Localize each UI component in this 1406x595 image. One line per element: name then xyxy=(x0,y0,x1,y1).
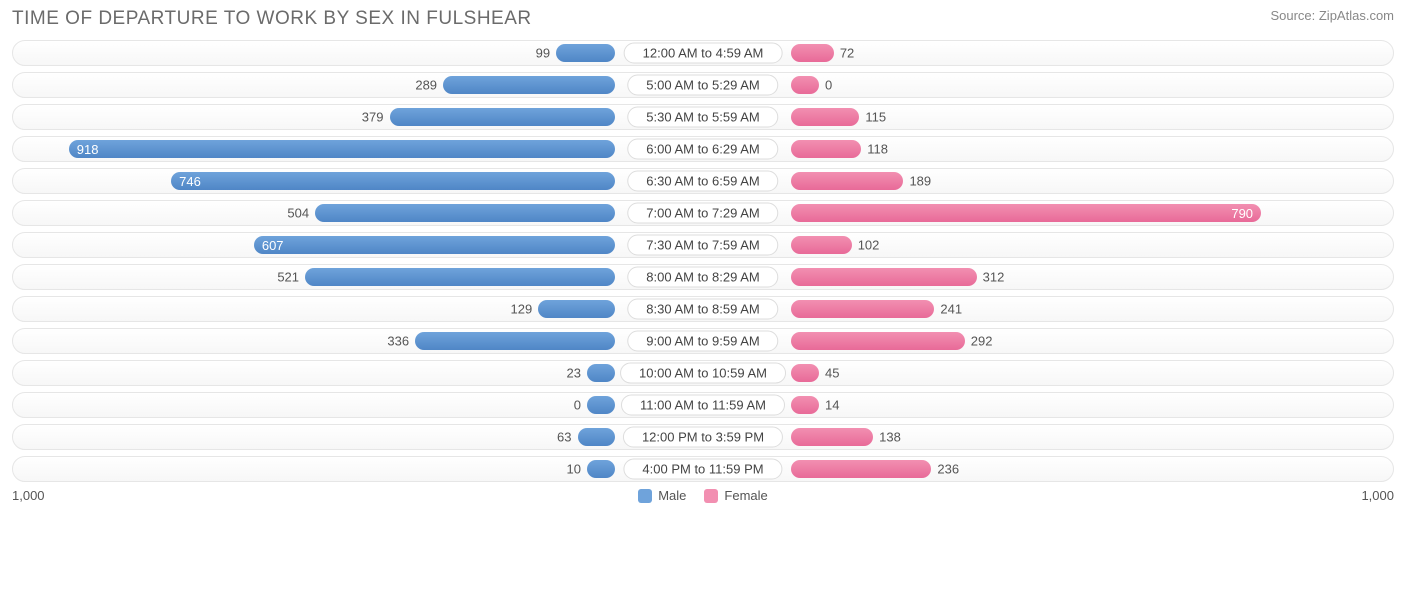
bar-female xyxy=(791,236,852,254)
chart-row: 5:00 AM to 5:29 AM 289 0 xyxy=(12,72,1394,98)
bar-female xyxy=(791,428,873,446)
bar-male xyxy=(538,300,615,318)
chart-row: 6:00 AM to 6:29 AM 918 118 xyxy=(12,136,1394,162)
bar-female xyxy=(791,364,819,382)
value-female: 189 xyxy=(909,174,931,189)
chart-row: 4:00 PM to 11:59 PM 10 236 xyxy=(12,456,1394,482)
value-male: 10 xyxy=(567,462,581,477)
row-category-label: 12:00 AM to 4:59 AM xyxy=(624,43,783,64)
bar-male xyxy=(415,332,615,350)
bar-male xyxy=(305,268,615,286)
value-female: 236 xyxy=(937,462,959,477)
value-male: 289 xyxy=(415,78,437,93)
bar-male: 607 xyxy=(254,236,615,254)
bar-female xyxy=(791,140,861,158)
legend-swatch-female xyxy=(704,489,718,503)
bar-male xyxy=(315,204,615,222)
chart-row: 11:00 AM to 11:59 AM 0 14 xyxy=(12,392,1394,418)
chart-row: 10:00 AM to 10:59 AM 23 45 xyxy=(12,360,1394,386)
value-female: 45 xyxy=(825,366,839,381)
legend-female: Female xyxy=(704,488,767,503)
legend-label-male: Male xyxy=(658,488,686,503)
value-male: 504 xyxy=(287,206,309,221)
value-male: 607 xyxy=(254,238,292,253)
row-category-label: 6:30 AM to 6:59 AM xyxy=(627,171,778,192)
chart-source: Source: ZipAtlas.com xyxy=(1270,8,1394,23)
chart-row: 5:30 AM to 5:59 AM 379 115 xyxy=(12,104,1394,130)
bar-female xyxy=(791,332,965,350)
diverging-bar-chart: 12:00 AM to 4:59 AM 99 72 5:00 AM to 5:29 A… xyxy=(12,40,1394,482)
row-category-label: 8:00 AM to 8:29 AM xyxy=(627,267,778,288)
value-female: 72 xyxy=(840,46,854,61)
bar-male: 918 xyxy=(69,140,615,158)
bar-male xyxy=(390,108,616,126)
chart-footer: 1,000 Male Female 1,000 xyxy=(12,488,1394,503)
bar-female xyxy=(791,76,819,94)
value-female: 14 xyxy=(825,398,839,413)
chart-header: TIME OF DEPARTURE TO WORK BY SEX IN FULS… xyxy=(12,8,1394,30)
bar-male xyxy=(587,396,615,414)
bar-male xyxy=(587,460,615,478)
chart-row: 8:00 AM to 8:29 AM 521 312 xyxy=(12,264,1394,290)
row-category-label: 12:00 PM to 3:59 PM xyxy=(623,427,783,448)
value-female: 118 xyxy=(867,142,888,157)
chart-row: 12:00 AM to 4:59 AM 99 72 xyxy=(12,40,1394,66)
axis-max-right: 1,000 xyxy=(1361,488,1394,503)
value-male: 99 xyxy=(536,46,550,61)
chart-row: 7:00 AM to 7:29 AM 504 790 xyxy=(12,200,1394,226)
row-category-label: 5:00 AM to 5:29 AM xyxy=(627,75,778,96)
value-male: 918 xyxy=(69,142,107,157)
value-female: 292 xyxy=(971,334,993,349)
bar-female: 790 xyxy=(791,204,1261,222)
row-category-label: 9:00 AM to 9:59 AM xyxy=(627,331,778,352)
value-female: 241 xyxy=(940,302,962,317)
row-category-label: 4:00 PM to 11:59 PM xyxy=(623,459,782,480)
bar-male: 746 xyxy=(171,172,615,190)
chart-row: 9:00 AM to 9:59 AM 336 292 xyxy=(12,328,1394,354)
value-male: 336 xyxy=(387,334,409,349)
row-category-label: 6:00 AM to 6:29 AM xyxy=(627,139,778,160)
chart-row: 8:30 AM to 8:59 AM 129 241 xyxy=(12,296,1394,322)
value-male: 0 xyxy=(574,398,581,413)
chart-title: TIME OF DEPARTURE TO WORK BY SEX IN FULS… xyxy=(12,8,532,30)
bar-male xyxy=(578,428,615,446)
bar-male xyxy=(587,364,615,382)
value-female: 0 xyxy=(825,78,832,93)
value-female: 102 xyxy=(858,238,880,253)
chart-row: 6:30 AM to 6:59 AM 746 189 xyxy=(12,168,1394,194)
value-female: 312 xyxy=(983,270,1005,285)
bar-male xyxy=(443,76,615,94)
value-male: 129 xyxy=(511,302,533,317)
bar-female xyxy=(791,300,934,318)
value-female: 115 xyxy=(865,110,886,125)
row-category-label: 7:00 AM to 7:29 AM xyxy=(627,203,778,224)
axis-max-left: 1,000 xyxy=(12,488,45,503)
value-female: 790 xyxy=(1223,206,1261,221)
row-category-label: 10:00 AM to 10:59 AM xyxy=(620,363,786,384)
value-male: 379 xyxy=(362,110,384,125)
value-female: 138 xyxy=(879,430,901,445)
bar-female xyxy=(791,108,859,126)
legend-swatch-male xyxy=(638,489,652,503)
value-male: 63 xyxy=(557,430,571,445)
row-category-label: 7:30 AM to 7:59 AM xyxy=(627,235,778,256)
value-male: 746 xyxy=(171,174,209,189)
bar-female xyxy=(791,460,931,478)
value-male: 521 xyxy=(277,270,299,285)
bar-female xyxy=(791,44,834,62)
bar-male xyxy=(556,44,615,62)
bar-female xyxy=(791,268,977,286)
row-category-label: 11:00 AM to 11:59 AM xyxy=(621,395,785,416)
legend: Male Female xyxy=(638,488,768,503)
bar-female xyxy=(791,396,819,414)
value-male: 23 xyxy=(567,366,581,381)
chart-row: 7:30 AM to 7:59 AM 607 102 xyxy=(12,232,1394,258)
chart-row: 12:00 PM to 3:59 PM 63 138 xyxy=(12,424,1394,450)
bar-female xyxy=(791,172,903,190)
row-category-label: 5:30 AM to 5:59 AM xyxy=(627,107,778,128)
row-category-label: 8:30 AM to 8:59 AM xyxy=(627,299,778,320)
legend-male: Male xyxy=(638,488,686,503)
legend-label-female: Female xyxy=(724,488,767,503)
